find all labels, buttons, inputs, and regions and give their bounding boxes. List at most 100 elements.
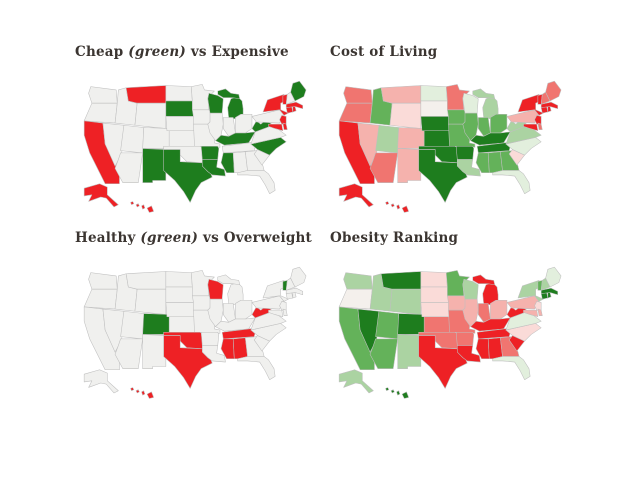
state-AL <box>232 151 248 174</box>
state-SD <box>420 286 449 303</box>
map-title-healthy-vs-overweight: Healthy (green) vs Overweight <box>75 230 330 247</box>
state-IA <box>447 109 467 125</box>
state-MT <box>380 271 422 290</box>
maps-grid: Cheap (green) vs Expensive Cost of Livin… <box>75 44 585 404</box>
state-MD <box>268 123 284 132</box>
state-AL <box>487 151 503 174</box>
state-AK <box>338 369 374 394</box>
state-OR <box>83 102 118 124</box>
state-LA <box>202 159 226 177</box>
us-choropleth-cost-of-living <box>338 80 562 213</box>
state-AR <box>200 145 220 160</box>
state-GA <box>245 150 265 171</box>
state-GA <box>245 336 265 357</box>
state-WY <box>389 102 422 129</box>
state-AR <box>455 145 475 160</box>
state-PA <box>506 295 540 310</box>
state-OR <box>338 102 373 124</box>
state-PA <box>251 295 285 310</box>
state-IN <box>477 117 491 137</box>
state-HI <box>130 201 135 206</box>
state-WY <box>134 288 167 315</box>
state-HI <box>396 390 401 396</box>
state-HI <box>135 203 140 208</box>
state-ND <box>420 85 448 102</box>
state-MA <box>540 287 559 295</box>
state-UT <box>375 124 400 154</box>
state-MS <box>220 152 235 174</box>
state-GA <box>500 336 520 357</box>
state-ND <box>420 271 448 288</box>
state-HI <box>401 205 409 213</box>
map-panel-cheap-vs-expensive: Cheap (green) vs Expensive <box>75 44 330 218</box>
map-panel-cost-of-living: Cost of Living <box>330 44 585 218</box>
state-SD <box>420 100 449 117</box>
state-IA <box>447 295 467 311</box>
state-OH <box>490 299 508 320</box>
state-NE <box>165 302 199 318</box>
state-FL <box>492 356 531 380</box>
state-HI <box>390 203 395 208</box>
state-GA <box>500 150 520 171</box>
title-run: vs Expensive <box>185 44 289 60</box>
state-HI <box>396 204 401 210</box>
state-MD <box>523 123 539 132</box>
title-run: Obesity Ranking <box>330 230 459 246</box>
map-title-obesity-ranking: Obesity Ranking <box>330 230 585 247</box>
state-PA <box>506 109 540 124</box>
state-HI <box>141 204 146 210</box>
state-IN <box>222 303 236 323</box>
state-DE <box>537 122 543 130</box>
state-DE <box>537 308 543 316</box>
state-SD <box>165 286 194 303</box>
state-OR <box>338 288 373 310</box>
state-MT <box>125 271 167 290</box>
state-AL <box>487 337 503 360</box>
state-HI <box>135 389 140 394</box>
title-run-italic: (green) <box>140 230 199 246</box>
state-FL <box>492 170 531 194</box>
us-choropleth-healthy-vs-overweight <box>83 266 307 399</box>
state-ME <box>290 80 307 102</box>
state-IN <box>477 303 491 323</box>
state-HI <box>146 205 154 213</box>
state-WA <box>343 86 373 104</box>
state-TX <box>163 335 213 389</box>
state-HI <box>390 389 395 394</box>
state-MA <box>285 287 304 295</box>
state-KY <box>470 131 511 146</box>
map-panel-obesity-ranking: Obesity Ranking <box>330 230 585 404</box>
state-NM <box>142 334 167 369</box>
state-AK <box>83 183 119 208</box>
state-UT <box>375 310 400 340</box>
us-choropleth-obesity-ranking <box>338 266 562 399</box>
state-TX <box>163 149 213 203</box>
state-LA <box>202 345 226 363</box>
state-AR <box>200 331 220 346</box>
state-MI <box>217 274 241 286</box>
state-FL <box>237 170 276 194</box>
state-RI <box>547 106 552 113</box>
state-DE <box>282 122 288 130</box>
state-WY <box>389 288 422 315</box>
title-run-italic: (green) <box>128 44 186 60</box>
state-NY <box>517 94 544 116</box>
state-OH <box>490 113 508 134</box>
us-choropleth-cheap-vs-expensive <box>83 80 307 213</box>
state-HI <box>141 390 146 396</box>
title-run: Healthy <box>75 230 141 246</box>
state-WA <box>343 272 373 290</box>
state-HI <box>385 387 390 392</box>
state-NM <box>397 334 422 369</box>
state-ME <box>545 266 562 288</box>
state-AL <box>232 337 248 360</box>
state-RI <box>292 292 297 299</box>
state-NE <box>420 116 454 132</box>
state-NE <box>420 302 454 318</box>
state-KY <box>215 317 256 332</box>
state-NM <box>142 148 167 183</box>
title-run: vs Overweight <box>198 230 312 246</box>
state-MT <box>125 85 167 104</box>
state-WY <box>134 102 167 129</box>
state-HI <box>130 387 135 392</box>
